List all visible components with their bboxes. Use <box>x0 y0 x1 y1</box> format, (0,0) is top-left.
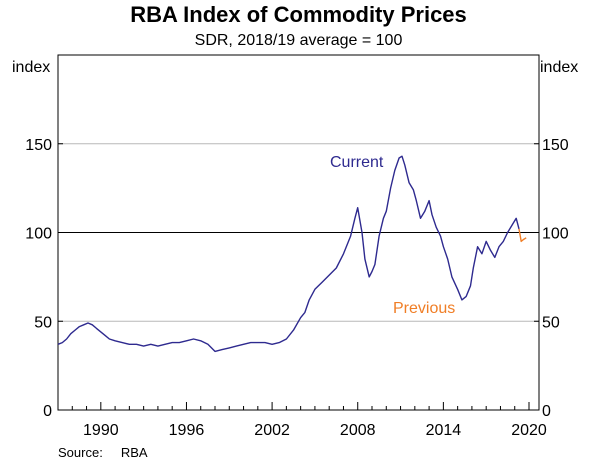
y-tick-label-right: 100 <box>542 226 569 243</box>
series-line-previous <box>518 228 527 243</box>
series-label-current: Current <box>330 154 384 171</box>
source-label: Source: <box>58 445 103 460</box>
y-tick-label-left: 0 <box>43 403 52 420</box>
y-axis-label-right: index <box>540 59 578 76</box>
x-tick-label: 2008 <box>340 422 376 439</box>
series-line-current <box>57 155 520 353</box>
source-value: RBA <box>120 445 148 460</box>
source-note: Source: RBA <box>58 445 148 460</box>
x-tick-label: 2020 <box>511 422 547 439</box>
series-label-previous: Previous <box>393 300 455 317</box>
y-axis-label-left: index <box>12 59 50 76</box>
x-tick-label: 2002 <box>254 422 290 439</box>
y-tick-label-left: 50 <box>34 314 52 331</box>
y-tick-label-right: 0 <box>542 403 551 420</box>
y-tick-label-left: 150 <box>25 137 52 154</box>
x-tick-label: 1996 <box>169 422 205 439</box>
chart-title: RBA Index of Commodity Prices <box>130 2 467 27</box>
x-tick-label: 2014 <box>426 422 462 439</box>
y-tick-label-right: 50 <box>542 314 560 331</box>
y-tick-label-left: 100 <box>25 226 52 243</box>
y-tick-label-right: 150 <box>542 137 569 154</box>
x-tick-label: 1990 <box>83 422 119 439</box>
chart-subtitle: SDR, 2018/19 average = 100 <box>194 32 403 49</box>
